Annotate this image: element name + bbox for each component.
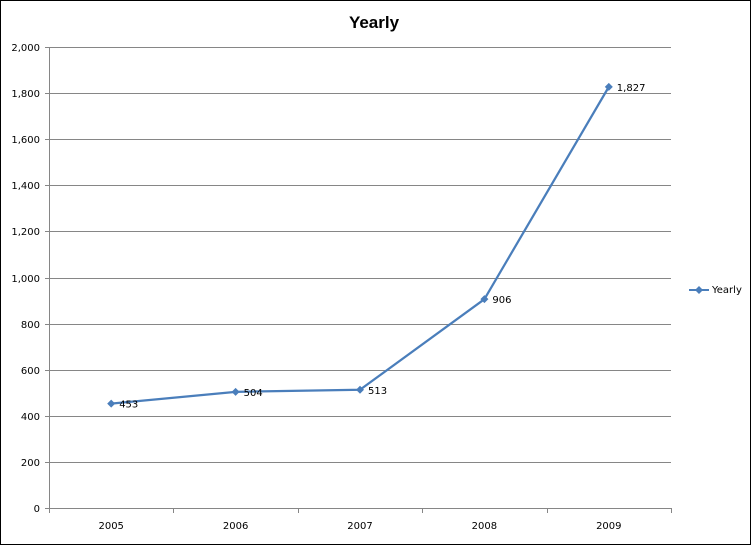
data-label: 906 [492,295,511,306]
y-tick-label: 1,400 [11,181,40,192]
data-point-marker [231,387,240,396]
y-tick-label: 2,000 [11,43,40,54]
series-line-yearly [111,86,610,405]
series-yearly [107,82,613,408]
x-tick-label: 2008 [472,521,497,532]
axes [45,47,672,513]
data-point-marker [604,82,613,91]
x-tick-label: 2006 [223,521,248,532]
y-tick-label: 1,800 [11,89,40,100]
data-point-marker [107,399,116,408]
y-axis-tick-labels: 0 200 400 600 800 1,000 1,200 1,400 1,600 1,800 2,… [11,43,40,515]
legend-label-yearly: Yearly [711,285,742,296]
y-tick-label: 200 [21,458,40,469]
x-tick-label: 2007 [347,521,372,532]
legend-marker-diamond [695,286,703,294]
y-tick-label: 1,000 [11,274,40,285]
data-label: 504 [244,388,263,399]
legend: Yearly [689,285,742,296]
data-label: 453 [119,400,138,411]
x-tick-label: 2009 [596,521,621,532]
y-tick-label: 400 [21,412,40,423]
data-label: 1,827 [617,83,646,94]
x-tick-label: 2005 [98,521,123,532]
data-label: 513 [368,386,387,397]
y-tick-label: 600 [21,366,40,377]
data-point-marker [480,295,489,304]
y-tick-label: 0 [34,504,40,515]
y-tick-label: 1,200 [11,227,40,238]
data-point-marker [356,385,364,394]
y-tick-label: 1,600 [11,135,40,146]
gridlines [49,47,671,463]
chart-title: Yearly [349,13,400,32]
x-axis-tick-labels: 2005 2006 2007 2008 2009 [98,521,621,532]
data-labels: 453 504 513 906 1,827 [119,83,645,411]
y-tick-label: 800 [21,320,40,331]
